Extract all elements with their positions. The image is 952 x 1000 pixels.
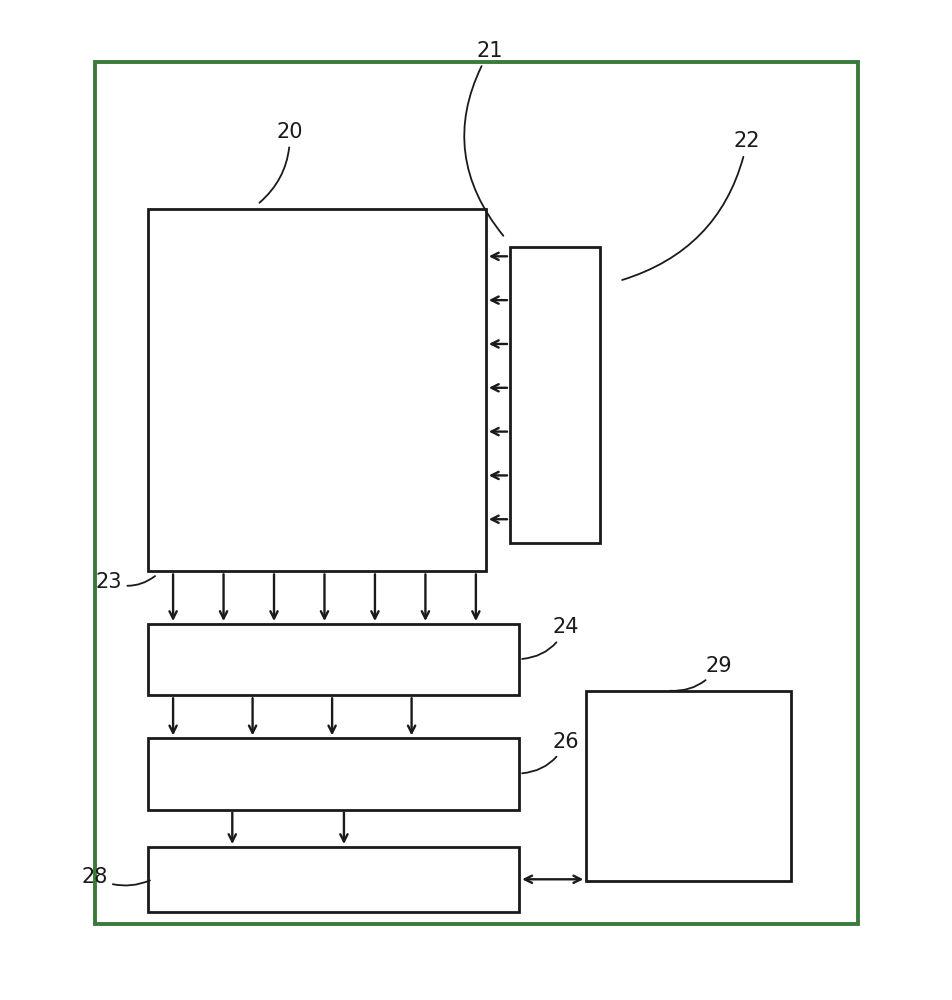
Text: 28: 28 — [81, 867, 149, 887]
Text: 24: 24 — [522, 617, 579, 659]
Bar — [148, 624, 519, 695]
Text: 23: 23 — [95, 572, 155, 592]
Text: 22: 22 — [622, 131, 760, 280]
Bar — [148, 209, 486, 571]
Bar — [509, 247, 600, 543]
Bar — [95, 62, 857, 924]
Text: 26: 26 — [522, 732, 579, 773]
Text: 21: 21 — [464, 41, 503, 236]
Bar — [585, 691, 790, 881]
Bar — [148, 847, 519, 912]
Text: 29: 29 — [669, 656, 731, 691]
Text: 20: 20 — [259, 122, 303, 203]
Bar — [148, 738, 519, 810]
